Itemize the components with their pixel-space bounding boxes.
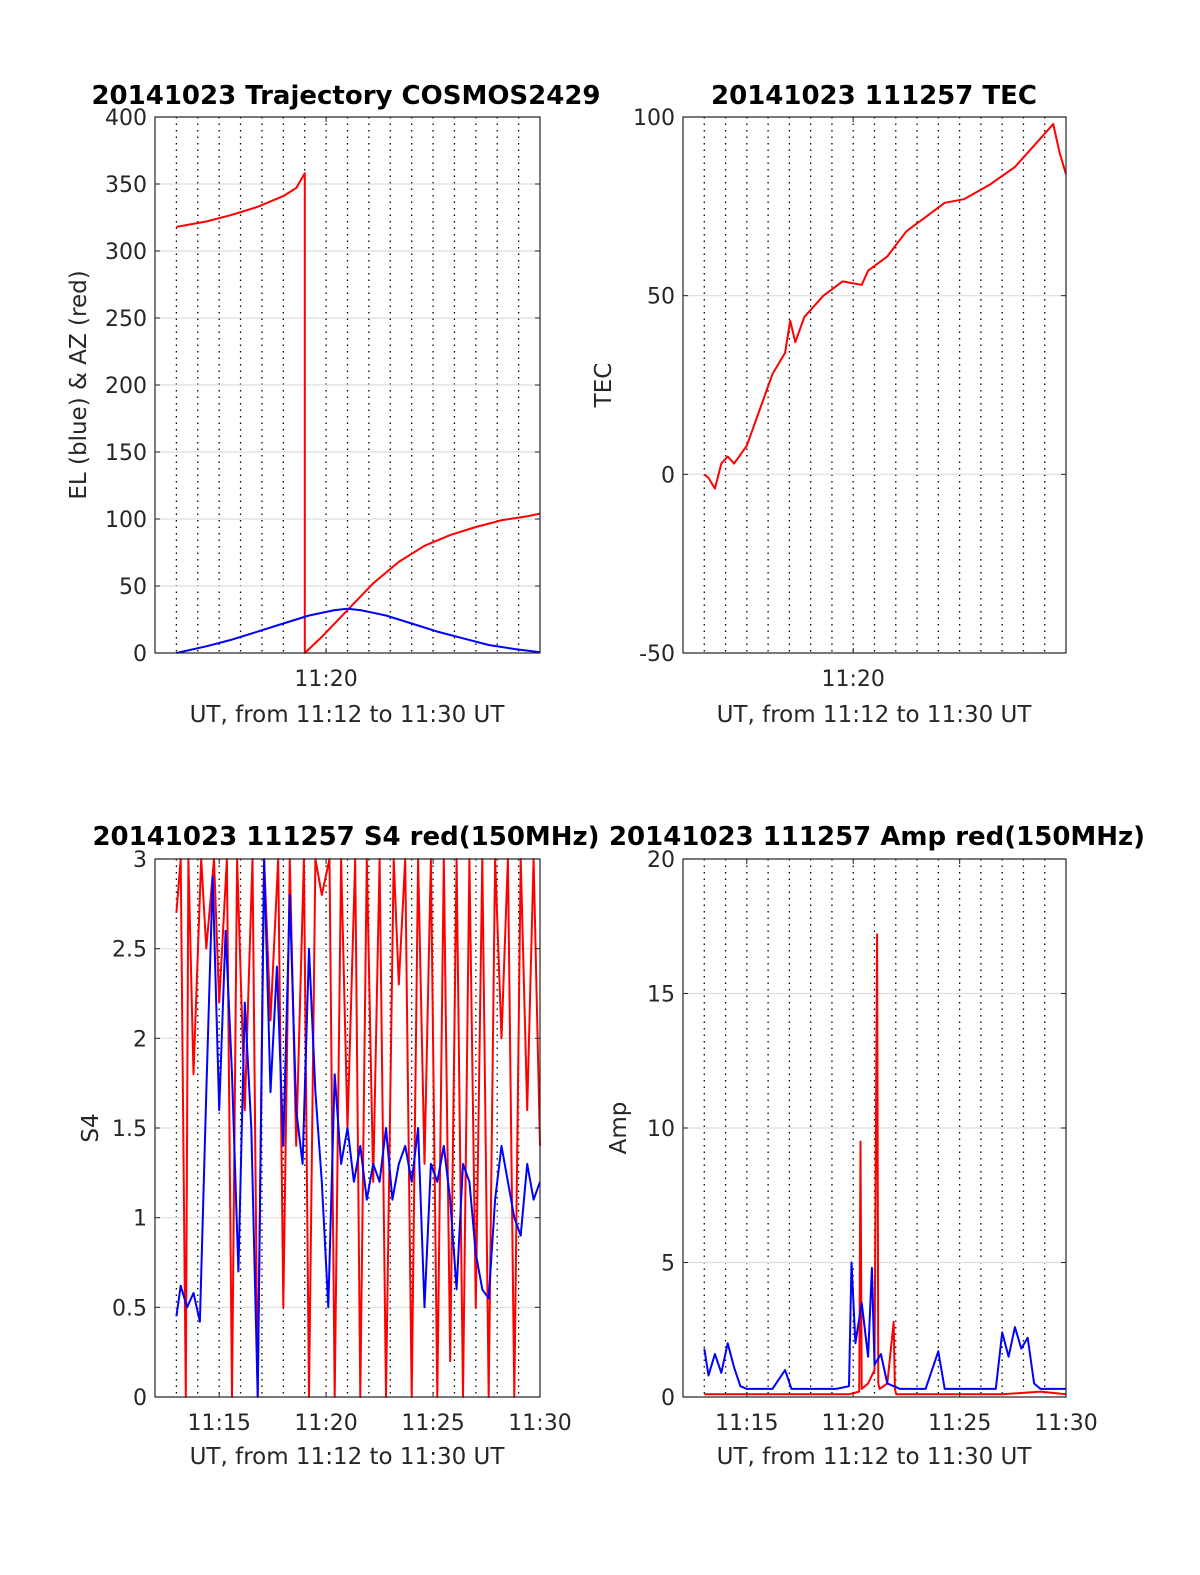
x-tick-label: 11:15 [715, 1411, 778, 1436]
y-tick-label: 15 [647, 983, 675, 1008]
panel-tec: 20141023 111257 TEC -50 0 50 100 11:20 UT, f… [591, 81, 1067, 728]
y-tick-label: 100 [633, 106, 675, 131]
x-axis-label: UT, from 11:12 to 11:30 UT [717, 1444, 1033, 1470]
series-line [703, 1261, 1066, 1390]
panel-title: 20141023 111257 S4 red(150MHz) [92, 822, 599, 852]
x-tick-label: 11:25 [401, 1411, 464, 1436]
axes-box [682, 116, 1067, 654]
y-tick-label: 350 [105, 173, 147, 198]
y-tick-label: 0.5 [112, 1296, 147, 1321]
x-axis-label: UT, from 11:12 to 11:30 UT [717, 702, 1033, 728]
series-layer [703, 123, 1067, 490]
x-tick-label: 11:15 [187, 1411, 250, 1436]
y-tick-label: 2 [133, 1027, 147, 1052]
panel-trajectory: 20141023 Trajectory COSMOS2429 0 50 100 150… [66, 81, 601, 728]
y-tick-label: 400 [105, 106, 147, 131]
x-tick-label: 11:30 [1034, 1411, 1097, 1436]
tick-layer: 0 0.5 1 1.5 2 2.5 3 11:15 11:20 11:25 11:30 [112, 848, 572, 1436]
y-tick-label: 300 [105, 240, 147, 265]
x-axis-label: UT, from 11:12 to 11:30 UT [190, 1444, 506, 1470]
y-tick-label: -50 [639, 642, 675, 667]
y-axis-label: Amp [606, 1102, 632, 1155]
panel-title: 20141023 111257 TEC [711, 81, 1037, 111]
y-tick-label: 150 [105, 441, 147, 466]
y-tick-label: 2.5 [112, 938, 147, 963]
tick-layer: -50 0 50 100 11:20 [633, 106, 1066, 692]
y-axis-label: TEC [591, 363, 617, 409]
panel-title: 20141023 Trajectory COSMOS2429 [91, 81, 600, 111]
y-tick-label: 20 [647, 848, 675, 873]
series-line [176, 172, 541, 654]
x-tick-label: 11:30 [508, 1411, 571, 1436]
x-axis-label: UT, from 11:12 to 11:30 UT [190, 702, 506, 728]
grid [683, 116, 1066, 654]
y-tick-label: 200 [105, 374, 147, 399]
y-tick-label: 0 [133, 642, 147, 667]
y-tick-label: 100 [105, 508, 147, 533]
y-tick-label: 0 [661, 463, 675, 488]
y-tick-label: 0 [661, 1386, 675, 1411]
y-axis-label: EL (blue) & AZ (red) [66, 270, 92, 499]
y-tick-label: 250 [105, 307, 147, 332]
y-tick-label: 50 [647, 285, 675, 310]
series-line [703, 123, 1067, 490]
tick-layer: 0 50 100 150 200 250 300 350 400 11:20 [105, 106, 540, 692]
panel-title: 20141023 111257 Amp red(150MHz) [609, 822, 1145, 852]
y-tick-label: 1.5 [112, 1117, 147, 1142]
series-layer [176, 172, 541, 654]
y-axis-label: S4 [78, 1113, 104, 1142]
y-tick-label: 10 [647, 1117, 675, 1142]
x-tick-label: 11:25 [928, 1411, 991, 1436]
x-tick-label: 11:20 [821, 667, 884, 692]
x-tick-label: 11:20 [294, 1411, 357, 1436]
y-tick-label: 1 [133, 1207, 147, 1232]
series-line [176, 607, 541, 654]
series-line [175, 858, 541, 1398]
series-line [704, 933, 1067, 1396]
series-layer [703, 933, 1067, 1396]
x-tick-label: 11:20 [821, 1411, 884, 1436]
y-tick-label: 0 [133, 1386, 147, 1411]
panel-amp: 20141023 111257 Amp red(150MHz) 0 5 10 15 20… [606, 822, 1145, 1470]
x-tick-label: 11:20 [294, 667, 357, 692]
y-tick-label: 5 [661, 1252, 675, 1277]
panel-s4: 20141023 111257 S4 red(150MHz) 0 0.5 1 1.5 2… [78, 822, 600, 1470]
grid [155, 116, 540, 654]
y-tick-label: 3 [133, 848, 147, 873]
y-tick-label: 50 [119, 575, 147, 600]
tick-layer: 0 5 10 15 20 11:15 11:20 11:25 11:30 [647, 848, 1098, 1436]
